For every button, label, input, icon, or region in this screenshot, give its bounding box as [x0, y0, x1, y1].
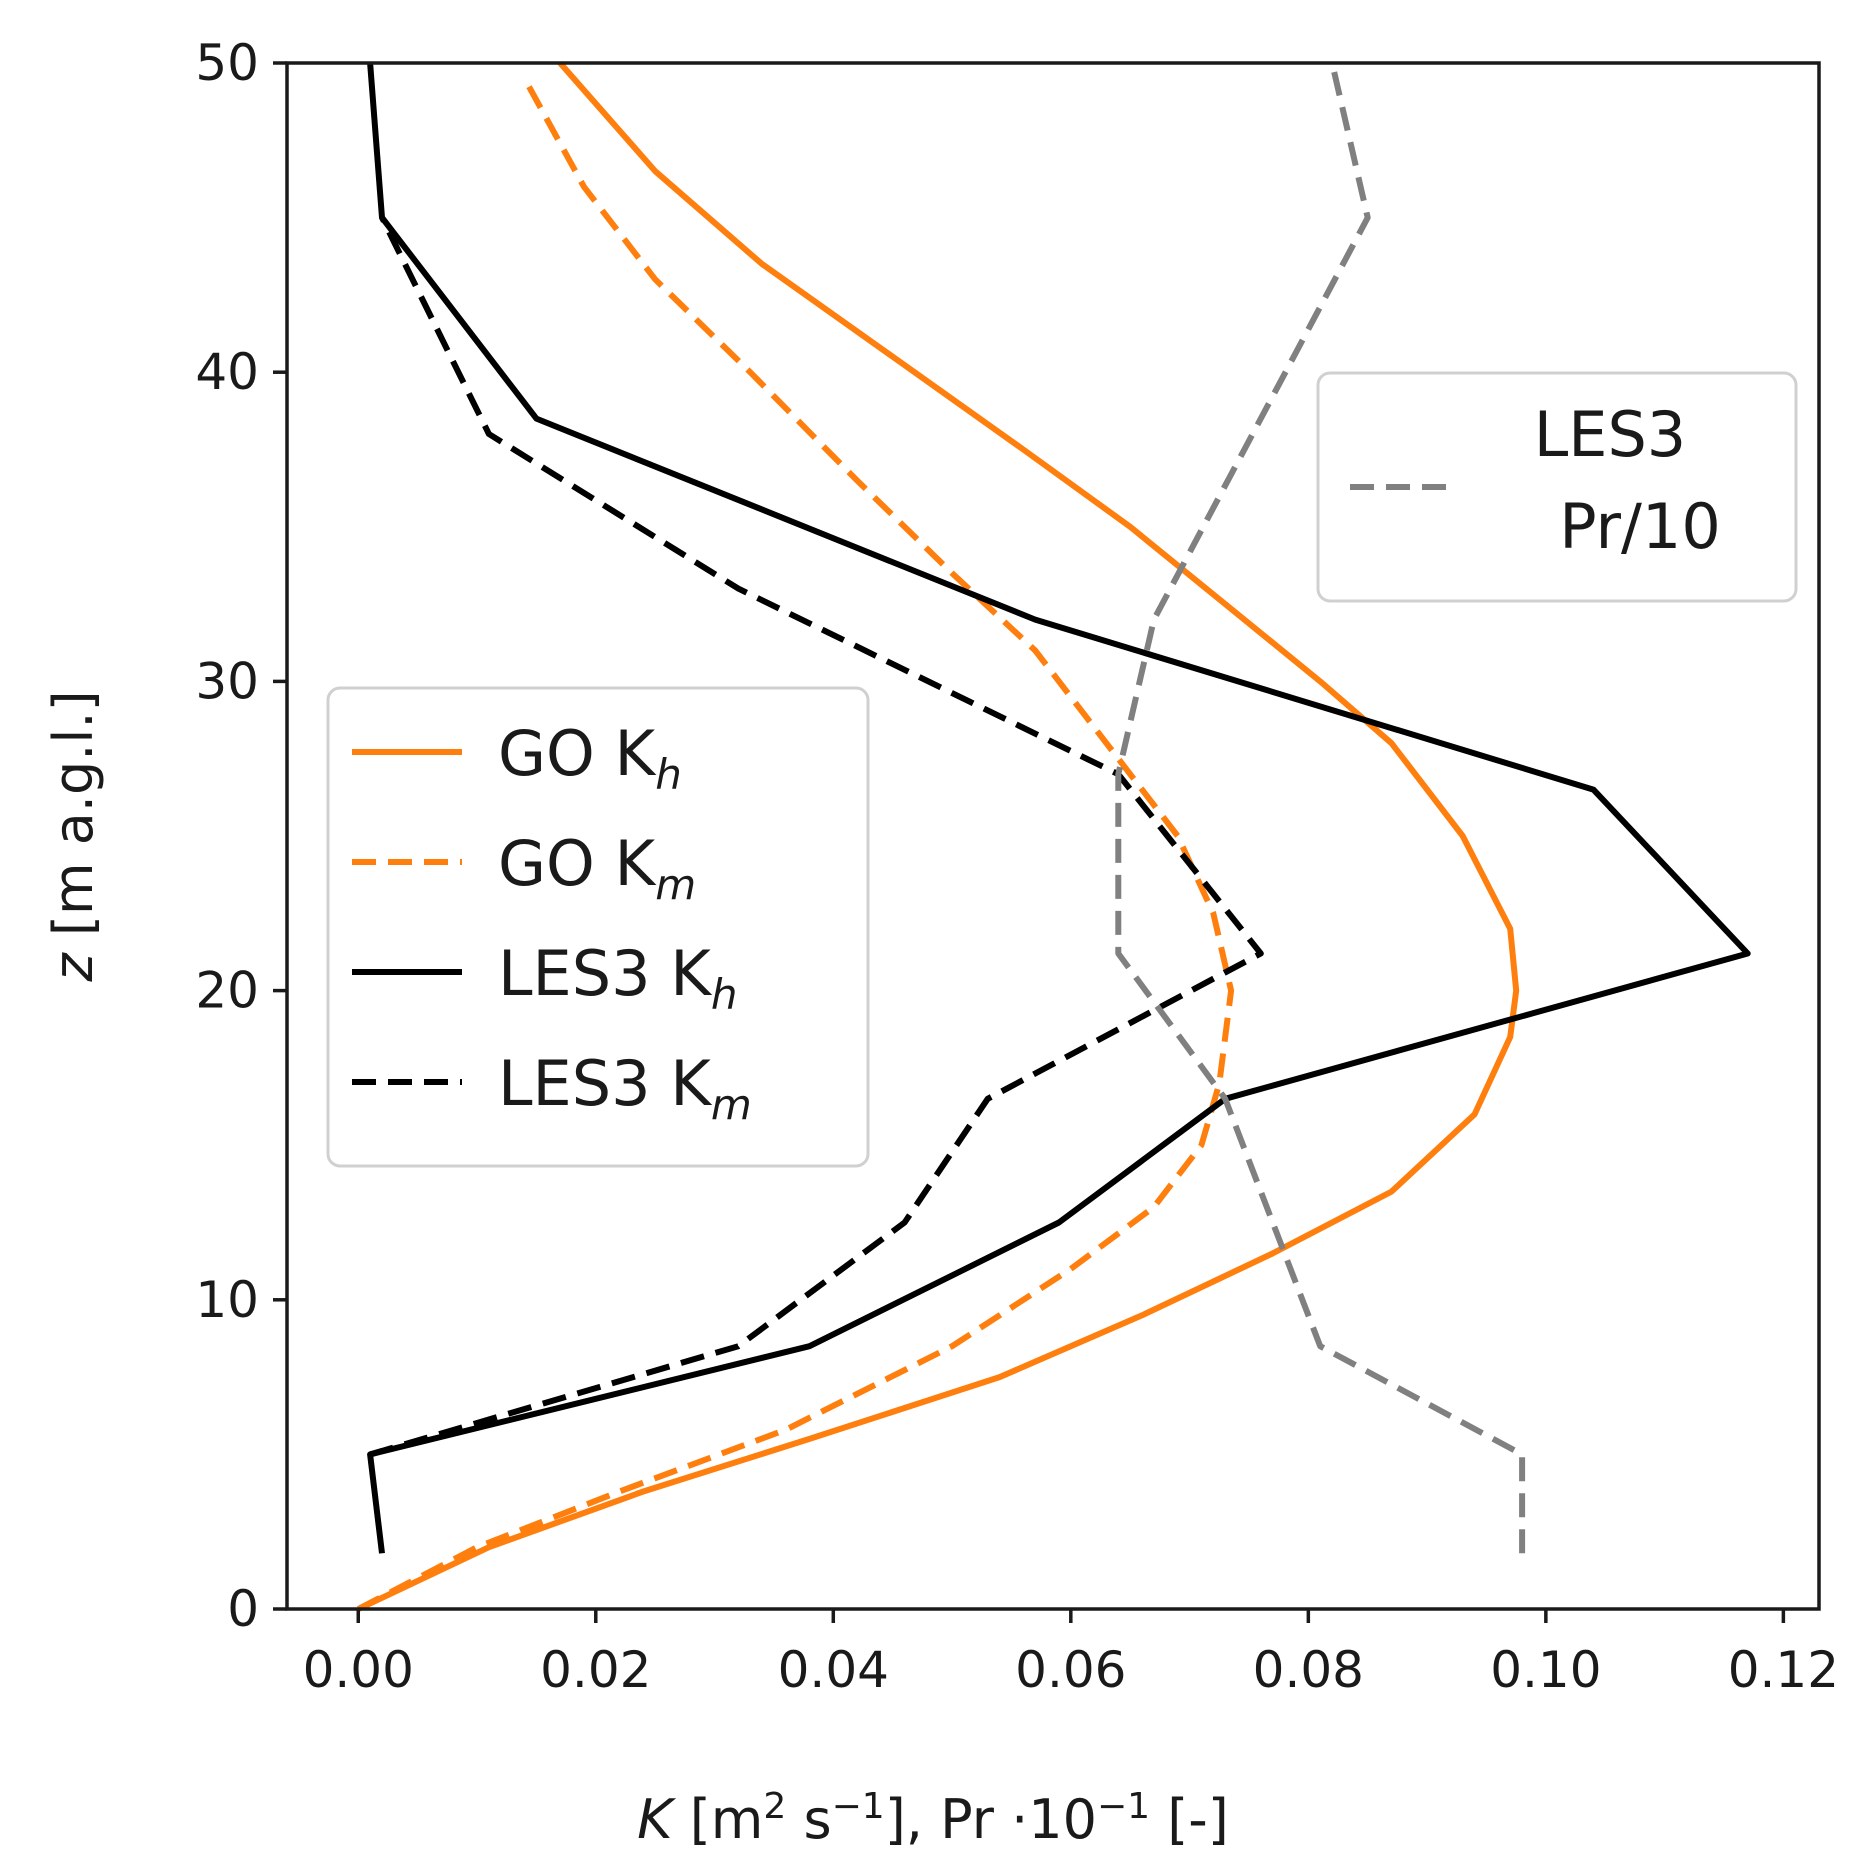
legend-label-les3-pr-line2: Pr/10: [1559, 490, 1721, 563]
series-line-go-km: [356, 77, 1235, 1612]
legend-main: GO Kh GO Km LES3 Kh LES3 Km: [326, 686, 870, 1168]
y-tick-label: 30: [195, 652, 259, 710]
x-tick-label: 0.06: [1015, 1641, 1126, 1699]
x-axis-label: K [m2 s−1], Pr ·10−1 [-]: [637, 1786, 1229, 1851]
y-tick-label: 0: [227, 1580, 259, 1638]
x-tick-label: 0.10: [1490, 1641, 1601, 1699]
legend-label-go-kh: GO Kh: [498, 717, 682, 799]
x-tick-label: 0.00: [303, 1641, 414, 1699]
y-tick-label: 50: [195, 34, 259, 92]
y-tick-label: 10: [195, 1271, 259, 1329]
legend-label-les3-kh: LES3 Kh: [498, 937, 738, 1019]
axis-ticks: 0.00 0.02 0.04 0.06 0.08 0.10 0.12 0 10 20 30 40 50: [195, 34, 1839, 1699]
legend-label-les3-km: LES3 Km: [498, 1047, 752, 1129]
legend-label-les3-pr-line1: LES3: [1534, 398, 1687, 471]
x-tick-label: 0.04: [778, 1641, 889, 1699]
x-tick-label: 0.12: [1728, 1641, 1839, 1699]
y-axis-label: z [m a.g.l.]: [42, 690, 105, 982]
x-tick-label: 0.02: [540, 1641, 651, 1699]
legend-pr-frame: [1316, 371, 1798, 603]
series-line-les3-pr-10: [1115, 62, 1526, 1554]
legend-pr: LES3 Pr/10: [1316, 371, 1798, 603]
y-tick-label: 20: [195, 962, 259, 1020]
x-tick-label: 0.08: [1253, 1641, 1364, 1699]
legend-label-go-km: GO Km: [498, 827, 696, 909]
plot-frame: [285, 61, 1821, 1611]
y-tick-label: 40: [195, 343, 259, 401]
series-layer: [356, 61, 1751, 1612]
legend-main-frame: [326, 686, 870, 1168]
series-line-les3-kh: [367, 62, 1751, 1554]
series-line-les3-km: [369, 216, 1264, 1458]
series-line-go-kh: [357, 61, 1520, 1612]
